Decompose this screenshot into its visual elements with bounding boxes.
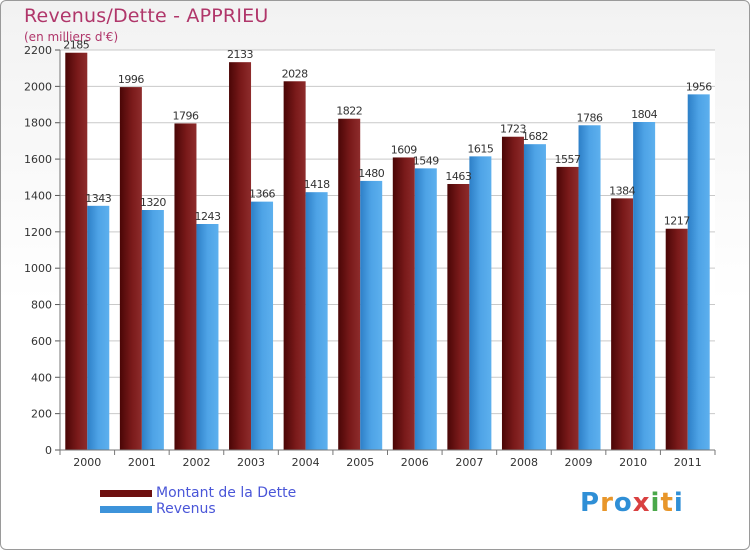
y-tick-label: 200	[31, 408, 52, 421]
logo-letter: o	[613, 488, 633, 518]
y-tick-label: 1000	[24, 262, 52, 275]
logo-letter: r	[600, 488, 614, 518]
bar-dette	[392, 157, 415, 451]
legend-swatch-revenus	[100, 506, 152, 513]
y-tick-label: 2000	[24, 80, 52, 93]
data-label-revenus: 1615	[467, 142, 493, 155]
x-tick-label: 2009	[565, 456, 593, 469]
x-tick-label: 2011	[674, 456, 702, 469]
logo-letter: t	[660, 488, 674, 518]
data-label-dette: 1822	[336, 105, 362, 118]
bar-dette	[611, 198, 634, 450]
bar-dette	[174, 123, 197, 451]
bar-revenus	[196, 224, 219, 450]
y-tick-label: 1800	[24, 117, 52, 130]
bar-revenus	[360, 180, 383, 450]
data-label-dette: 1384	[609, 184, 635, 197]
chart-title: Revenus/Dette - APPRIEU	[24, 5, 269, 27]
data-label-revenus: 1343	[85, 192, 111, 205]
x-tick-label: 2002	[182, 456, 210, 469]
data-label-revenus: 1418	[304, 178, 330, 191]
legend-label-revenus: Revenus	[156, 501, 216, 517]
data-label-dette: 1557	[555, 153, 581, 166]
data-label-dette: 2028	[282, 67, 308, 80]
data-label-dette: 1463	[445, 170, 471, 183]
bar-dette	[447, 184, 470, 450]
data-label-revenus: 1786	[577, 111, 603, 124]
y-tick-label: 1600	[24, 153, 52, 166]
logo-letter: i	[650, 488, 661, 518]
y-tick-label: 0	[45, 444, 52, 457]
data-label-revenus: 1682	[522, 130, 548, 143]
bar-revenus	[687, 94, 710, 450]
axes-group: 0 200 400 600 800 1000 1200 1400 1600 1800 2000 220…	[24, 44, 716, 469]
data-label-dette: 1217	[664, 215, 690, 228]
bar-revenus	[141, 210, 164, 450]
data-label-dette: 1996	[118, 73, 144, 86]
bar-dette	[338, 118, 361, 451]
plot-area	[60, 50, 715, 450]
data-label-revenus: 1480	[358, 167, 384, 180]
data-label-dette: 1609	[391, 143, 417, 156]
chart-subtitle: (en milliers d'€)	[24, 30, 119, 44]
data-label-dette: 2185	[63, 39, 89, 52]
x-tick-label: 2003	[237, 456, 265, 469]
x-tick-label: 2010	[619, 456, 647, 469]
bar-revenus	[305, 192, 328, 450]
proxiti-logo: Proxiti	[580, 488, 684, 518]
x-tick-label: 2006	[401, 456, 429, 469]
x-tick-label: 2005	[346, 456, 374, 469]
data-label-revenus: 1804	[631, 108, 657, 121]
data-label-revenus: 1366	[249, 188, 275, 201]
bar-revenus	[469, 156, 492, 450]
data-label-revenus: 1956	[686, 80, 712, 93]
logo-letter: x	[632, 488, 651, 518]
data-labels-group: 2185 1343 1996 1320 1796 1243 2133 1366 2028 1418…	[63, 39, 712, 228]
data-label-dette: 1723	[500, 123, 526, 136]
y-tick-label: 600	[31, 335, 52, 348]
bar-dette	[556, 166, 579, 450]
logo-letter: i	[673, 488, 684, 518]
x-tick-label: 2008	[510, 456, 538, 469]
x-tick-label: 2001	[128, 456, 156, 469]
plot-background	[60, 50, 715, 450]
bar-dette	[65, 52, 88, 451]
bar-revenus	[87, 205, 110, 450]
bars-group	[65, 52, 710, 451]
x-tick-label: 2007	[455, 456, 483, 469]
bar-revenus	[523, 144, 546, 450]
data-label-revenus: 1320	[140, 196, 166, 209]
bar-dette	[119, 87, 142, 450]
x-tick-label: 2000	[73, 456, 101, 469]
y-tick-label: 2200	[24, 44, 52, 57]
bar-dette	[229, 62, 252, 450]
y-tick-label: 1400	[24, 189, 52, 202]
x-tick-label: 2004	[292, 456, 320, 469]
data-label-dette: 1796	[172, 109, 198, 122]
bar-revenus	[414, 168, 437, 450]
y-tick-label: 1200	[24, 226, 52, 239]
logo-letter: P	[580, 488, 601, 518]
bar-dette	[501, 136, 524, 450]
bar-revenus	[633, 122, 656, 450]
data-label-revenus: 1243	[194, 210, 220, 223]
legend-label-dette: Montant de la Dette	[156, 485, 297, 501]
legend-swatch-dette	[100, 490, 152, 497]
bar-revenus	[251, 201, 274, 450]
y-tick-label: 800	[31, 299, 52, 312]
y-tick-label: 400	[31, 371, 52, 384]
bar-dette	[283, 81, 306, 450]
bar-dette	[665, 228, 688, 450]
data-label-dette: 2133	[227, 48, 253, 61]
data-label-revenus: 1549	[413, 154, 439, 167]
bar-revenus	[578, 125, 601, 450]
